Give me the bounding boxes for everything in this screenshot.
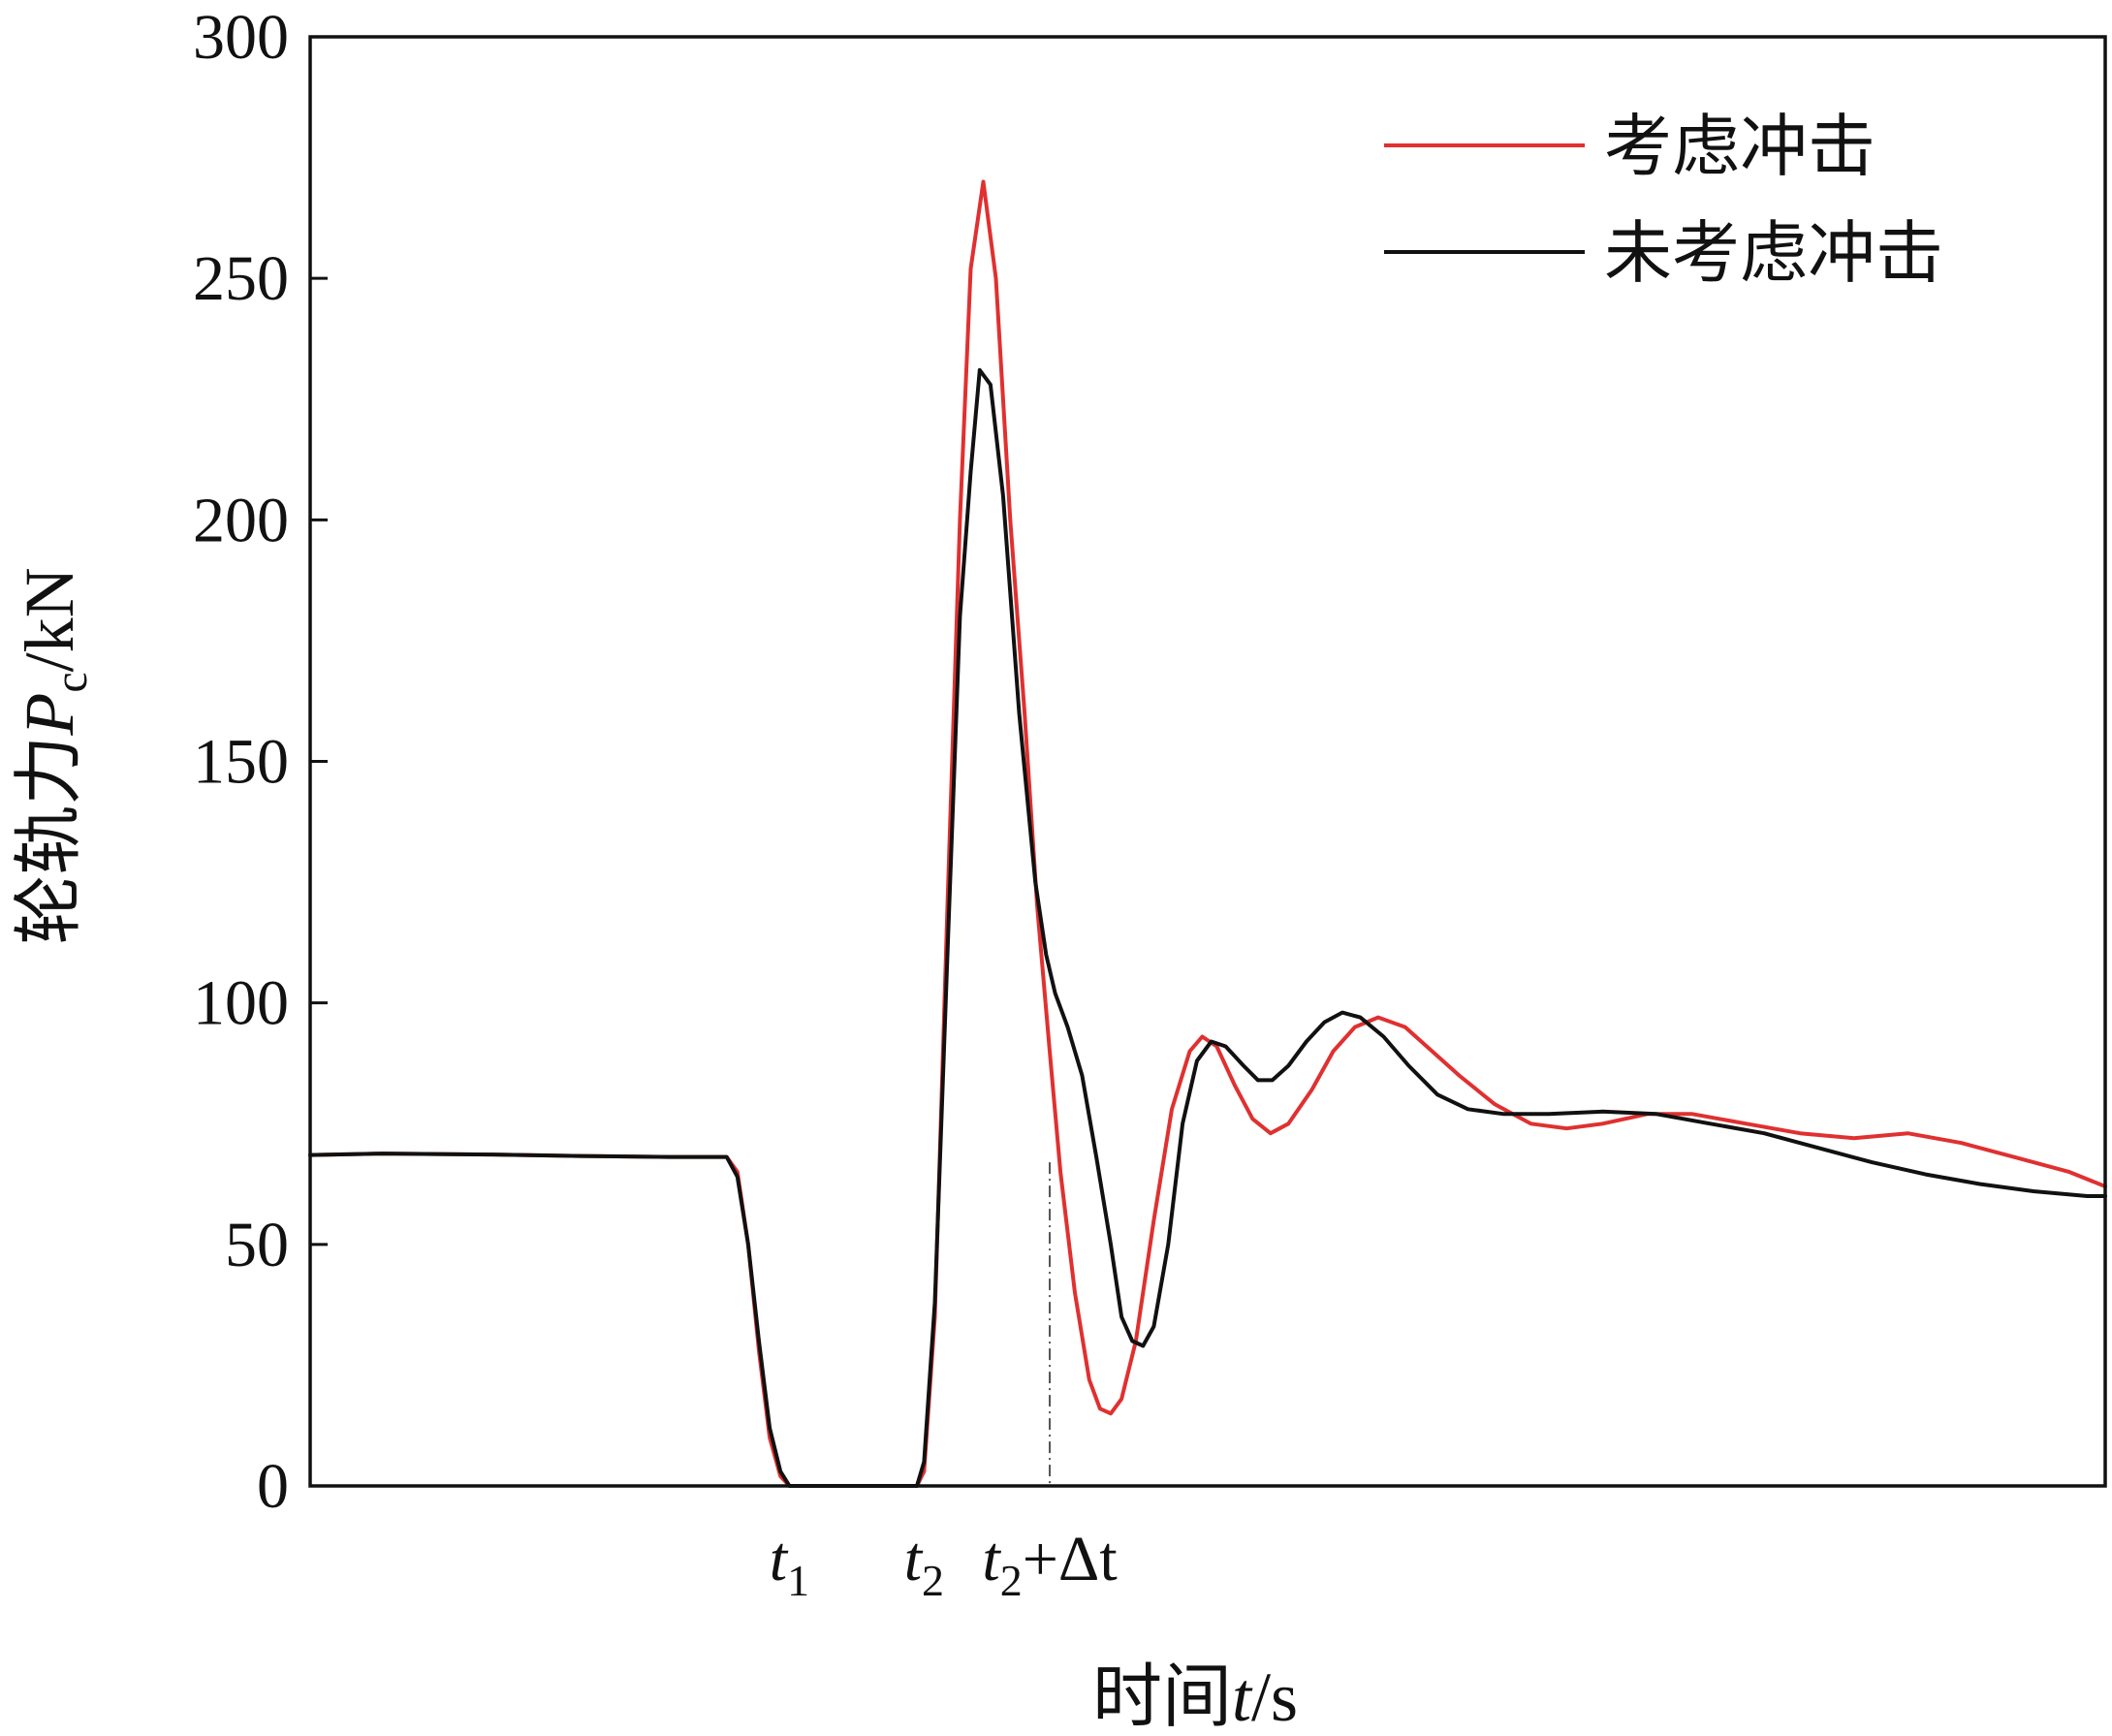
y-tick-label: 200 xyxy=(193,485,289,555)
legend-label: 未考虑冲击 xyxy=(1604,217,1943,292)
y-tick-label: 150 xyxy=(193,727,289,798)
x-axis-time-markers: t1 t2 t2+Δt xyxy=(770,1524,1118,1605)
y-tick-label: 250 xyxy=(193,243,289,314)
x-time-marker: t1 xyxy=(770,1524,809,1605)
y-axis-label-var: P xyxy=(11,693,88,737)
x-time-marker: t2+Δt xyxy=(982,1524,1117,1605)
x-axis-label: 时间t/s xyxy=(1092,1658,1298,1736)
x-time-marker-main: t xyxy=(770,1524,789,1594)
y-axis-label-prefix: 轮轨力 xyxy=(11,736,88,945)
x-time-marker-sub: 1 xyxy=(787,1556,809,1605)
x-axis-label-var: t xyxy=(1232,1658,1253,1736)
x-time-marker-main: t xyxy=(982,1524,1001,1594)
y-axis-label-sub: c xyxy=(46,672,97,692)
x-time-marker-sub: 2 xyxy=(1000,1556,1023,1605)
series-layer xyxy=(308,179,2107,1488)
y-tick-label: 0 xyxy=(257,1451,289,1522)
x-time-marker-rest: +Δt xyxy=(1023,1524,1118,1594)
y-axis-label: 轮轨力Pc/kN xyxy=(11,567,97,944)
x-axis-label-suffix: /s xyxy=(1251,1658,1298,1736)
y-tick-label: 100 xyxy=(193,968,289,1039)
y-axis-ticks: 0 50 100 150 200 250 300 xyxy=(193,2,328,1522)
y-axis-label-suffix: /kN xyxy=(11,567,88,672)
x-time-marker: t2 xyxy=(904,1524,944,1605)
series-line-1 xyxy=(308,179,2107,1488)
plot-area-frame xyxy=(308,35,2107,1488)
x-time-marker-sub: 2 xyxy=(922,1556,944,1605)
series-line-2 xyxy=(308,367,2107,1488)
y-tick-label: 50 xyxy=(225,1210,289,1280)
x-axis-label-prefix: 时间 xyxy=(1092,1658,1232,1736)
x-time-marker-main: t xyxy=(904,1524,924,1594)
y-tick-label: 300 xyxy=(193,2,289,73)
legend-label: 考虑冲击 xyxy=(1604,110,1876,185)
